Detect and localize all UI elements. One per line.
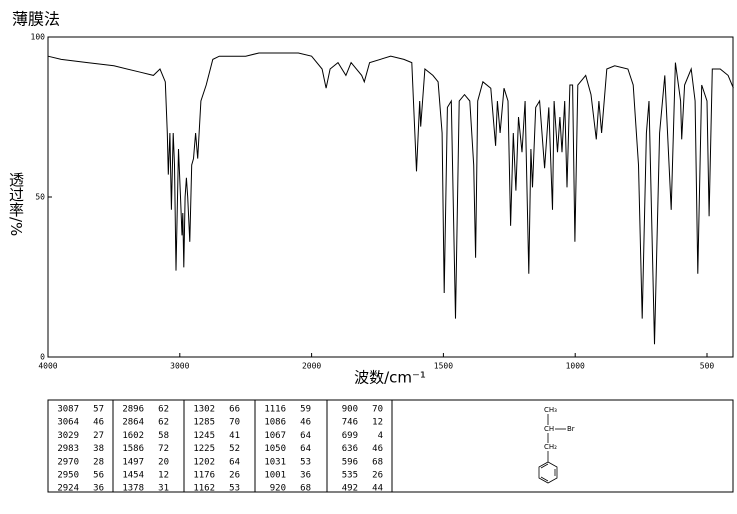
table-cell: 2864 [122, 418, 144, 428]
table-cell: 596 [342, 457, 358, 467]
x-tick-label: 2000 [302, 362, 321, 371]
table-cell: 1454 [122, 471, 144, 481]
table-cell: 70 [229, 418, 240, 428]
table-cell: 12 [158, 471, 169, 481]
table-frame [47, 399, 734, 493]
table-cell: 1086 [264, 418, 286, 428]
table-cell: 1602 [122, 431, 144, 441]
table-cell: 66 [229, 405, 240, 415]
table-cell: 38 [93, 444, 104, 454]
x-tick-label: 4000 [38, 362, 57, 371]
table-cell: 26 [229, 471, 240, 481]
table-cell: 59 [300, 405, 311, 415]
table-cell: 2896 [122, 405, 144, 415]
table-cell: 900 [342, 405, 358, 415]
table-cell: 53 [229, 484, 240, 494]
table-cell: 1497 [122, 457, 144, 467]
x-axis-label: 波数/cm⁻¹ [354, 369, 426, 387]
table-cell: 46 [372, 444, 383, 454]
table-cell: 58 [158, 431, 169, 441]
table-cell: 2950 [57, 471, 79, 481]
spectrum-line [47, 52, 734, 345]
table-cell: 31 [158, 484, 169, 494]
table-cell: 52 [229, 444, 240, 454]
table-cell: 26 [372, 471, 383, 481]
table-cell: 70 [372, 405, 383, 415]
table-cell: 492 [342, 484, 358, 494]
table-cell: 41 [229, 431, 240, 441]
table-cell: 1225 [193, 444, 215, 454]
table-cell: 1202 [193, 457, 215, 467]
table-cell: 64 [300, 431, 311, 441]
table-cell: 1162 [193, 484, 215, 494]
table-cell: 1378 [122, 484, 144, 494]
table-cell: 1245 [193, 431, 215, 441]
plot-frame [47, 36, 734, 358]
structure-label: CH [544, 425, 554, 433]
table-cell: 72 [158, 444, 169, 454]
x-tick-label: 1000 [566, 362, 585, 371]
table-cell: 12 [372, 418, 383, 428]
table-cell: 1067 [264, 431, 286, 441]
table-cell: 56 [93, 471, 104, 481]
bond [540, 463, 549, 469]
structure-label: CH₂ [544, 443, 557, 451]
table-cell: 920 [270, 484, 286, 494]
table-cell: 36 [93, 484, 104, 494]
chart-title: 薄膜法 [12, 10, 60, 29]
table-cell: 46 [93, 418, 104, 428]
table-cell: 68 [372, 457, 383, 467]
table-dividers [112, 400, 393, 492]
table-cell: 46 [300, 418, 311, 428]
table-cell: 44 [372, 484, 383, 494]
table-cell: 62 [158, 418, 169, 428]
table-cell: 36 [300, 471, 311, 481]
table-cell: 4 [378, 431, 383, 441]
table-cell: 636 [342, 444, 358, 454]
structure-label: CH₃ [544, 406, 557, 414]
y-tick-label: 0 [40, 353, 45, 362]
table-cell: 535 [342, 471, 358, 481]
table-cell: 3064 [57, 418, 79, 428]
table-cell: 68 [300, 484, 311, 494]
table-cell: 1116 [264, 405, 286, 415]
y-axis-label: 透过率/% [7, 172, 25, 236]
table-cell: 1176 [193, 471, 215, 481]
table-cell: 57 [93, 405, 104, 415]
table-cell: 27 [93, 431, 104, 441]
table-cell: 64 [300, 444, 311, 454]
y-tick-label: 50 [35, 193, 45, 202]
table-cell: 2983 [57, 444, 79, 454]
structure: CH₃ CH Br CH₂ [538, 406, 575, 484]
table-cell: 746 [342, 418, 358, 428]
table-cell: 1285 [193, 418, 215, 428]
table-cell: 53 [300, 457, 311, 467]
table-cell: 3029 [57, 431, 79, 441]
benzene-ring [538, 461, 558, 484]
table-cell: 62 [158, 405, 169, 415]
table-cell: 2924 [57, 484, 79, 494]
x-tick-label: 500 [700, 362, 715, 371]
table-cell: 64 [229, 457, 240, 467]
table-cell: 28 [93, 457, 104, 467]
x-tick-label: 1500 [434, 362, 453, 371]
table-cell: 1302 [193, 405, 215, 415]
table-cell: 1050 [264, 444, 286, 454]
table-cell: 20 [158, 457, 169, 467]
table-cell: 1001 [264, 471, 286, 481]
y-tick-label: 100 [31, 33, 46, 42]
x-tick-label: 3000 [170, 362, 189, 371]
table-cell: 1586 [122, 444, 144, 454]
table-cell: 3087 [57, 405, 79, 415]
table-cell: 699 [342, 431, 358, 441]
table-cell: 2970 [57, 457, 79, 467]
table-cell: 1031 [264, 457, 286, 467]
structure-label: Br [567, 425, 575, 433]
bond [540, 476, 549, 482]
